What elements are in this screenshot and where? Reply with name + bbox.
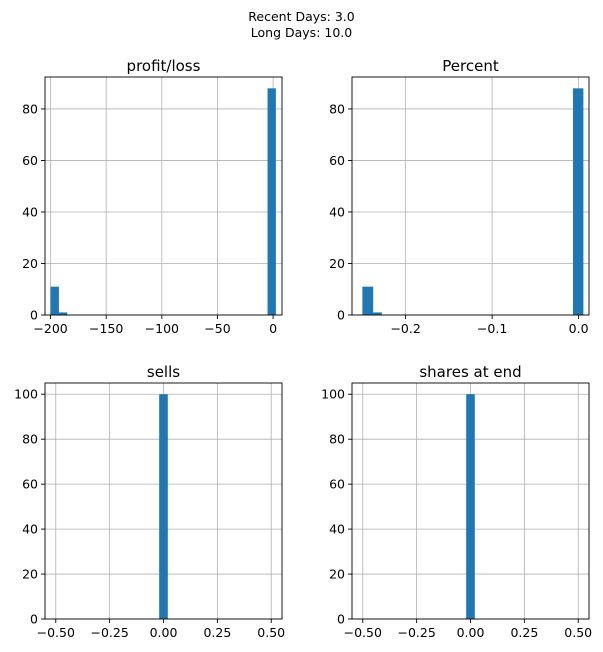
x-tick-label: 0 (269, 321, 277, 336)
x-tick-label: −0.1 (477, 321, 507, 336)
x-tick-label: 0.50 (257, 625, 285, 640)
subplot-grid: profit/loss−200 −150 −100 −50 0020406080Perc… (14, 57, 592, 640)
figure-suptitle-line-1: Recent Days: 3.0 (248, 9, 354, 24)
y-tick-label: 0 (337, 612, 345, 627)
x-tick-label: 0.00 (150, 625, 178, 640)
x-tick-label: −50 (204, 321, 230, 336)
subplot-title: sells (147, 363, 180, 381)
x-tick-label: 0.00 (457, 625, 485, 640)
subplot-title: shares at end (419, 363, 521, 381)
histogram-bar (159, 394, 168, 619)
y-tick-label: 100 (321, 387, 345, 402)
histogram-bar (572, 88, 584, 315)
histogram-bar (466, 394, 475, 619)
subplot-title: Percent (442, 57, 499, 75)
x-tick-label: 0.0 (569, 321, 589, 336)
y-tick-label: 40 (22, 522, 38, 537)
y-tick-label: 20 (329, 567, 345, 582)
x-tick-label: −0.50 (37, 625, 75, 640)
y-tick-label: 100 (14, 387, 38, 402)
y-tick-label: 80 (329, 432, 345, 447)
y-tick-label: 20 (22, 567, 38, 582)
subplot-1: profit/loss −200 −150 −100 −50 0 0 20 40 60 80 (22, 57, 283, 336)
y-tick-label: 0 (337, 308, 345, 323)
y-tick-label: 80 (329, 101, 345, 116)
y-tick-label: 40 (329, 522, 345, 537)
y-tick-label: 60 (22, 153, 38, 168)
subplot-3: sells −0.50 −0.25 0.00 0.25 0.50 0 20 40 60 80 100 (14, 363, 285, 640)
axes-frame (44, 76, 283, 316)
x-tick-label: −150 (89, 321, 123, 336)
y-tick-label: 60 (329, 477, 345, 492)
y-tick-label: 20 (22, 256, 38, 271)
y-tick-label: 40 (22, 204, 38, 219)
subplot-2: Percent −0.2 −0.1 0.0 0 20 40 60 80 (329, 57, 590, 336)
axes-frame (351, 76, 590, 316)
histogram-bar (58, 312, 68, 315)
y-tick-label: 40 (329, 204, 345, 219)
x-tick-label: −0.25 (90, 625, 128, 640)
x-tick-label: 0.25 (510, 625, 538, 640)
y-tick-label: 80 (22, 101, 38, 116)
figure-suptitle-line-2: Long Days: 10.0 (251, 25, 352, 40)
x-tick-label: −100 (145, 321, 179, 336)
y-tick-label: 0 (30, 308, 38, 323)
subplot-title: profit/loss (127, 57, 201, 75)
x-tick-label: 0.50 (564, 625, 592, 640)
histogram-bar (267, 88, 276, 315)
y-tick-label: 60 (22, 477, 38, 492)
y-tick-label: 80 (22, 432, 38, 447)
y-tick-label: 0 (30, 612, 38, 627)
subplot-4: shares at end −0.50 −0.25 0.00 0.25 0.50 0 20 40… (321, 363, 592, 640)
y-tick-label: 20 (329, 256, 345, 271)
x-tick-label: −0.25 (397, 625, 435, 640)
x-tick-label: −0.50 (344, 625, 382, 640)
histogram-bar (373, 312, 382, 315)
y-tick-label: 60 (329, 153, 345, 168)
histogram-bar (50, 286, 59, 315)
histogram-bar (362, 286, 374, 315)
x-tick-label: −0.2 (390, 321, 420, 336)
x-tick-label: 0.25 (203, 625, 231, 640)
x-tick-label: −200 (33, 321, 67, 336)
